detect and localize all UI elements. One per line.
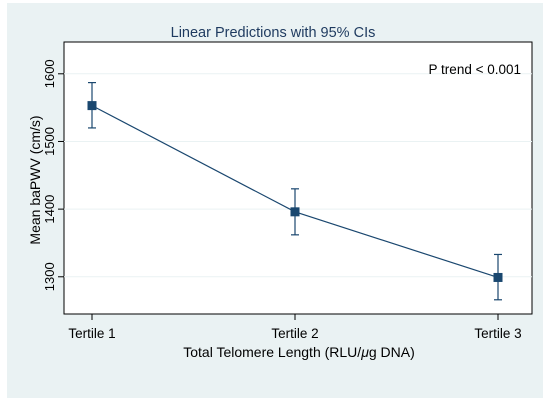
- x-axis-ticks: Tertile 1 Tertile 2 Tertile 3: [68, 314, 522, 341]
- y-tick-label-1400: 1400: [42, 195, 57, 224]
- y-tick-label-1600: 1600: [42, 59, 57, 88]
- x-tick-label-3: Tertile 3: [474, 326, 521, 341]
- plot-area: [63, 41, 533, 315]
- x-axis-label-main: Total Telomere Length (RLU/: [183, 344, 361, 360]
- x-tick-label-2: Tertile 2: [271, 326, 318, 341]
- x-tick-label-1: Tertile 1: [68, 326, 115, 341]
- x-axis-label: Total Telomere Length (RLU/μg DNA): [183, 344, 415, 360]
- series-layer: [87, 81, 503, 301]
- y-axis-ticks: 1300 1400 1500 1600: [42, 59, 64, 291]
- grid-lines: [64, 73, 532, 278]
- x-axis-label-rest: g DNA): [369, 344, 415, 360]
- y-tick-label-1500: 1500: [42, 127, 57, 156]
- x-axis-label-mu: μ: [360, 344, 369, 360]
- data-point-1: [87, 101, 97, 111]
- data-point-3: [493, 272, 503, 282]
- data-point-2: [290, 207, 300, 217]
- p-trend-annotation: P trend < 0.001: [429, 62, 521, 77]
- y-axis-label: Mean baPWV (cm/s): [27, 115, 43, 244]
- y-tick-label-1300: 1300: [42, 262, 57, 291]
- chart-title: Linear Predictions with 95% CIs: [171, 25, 376, 41]
